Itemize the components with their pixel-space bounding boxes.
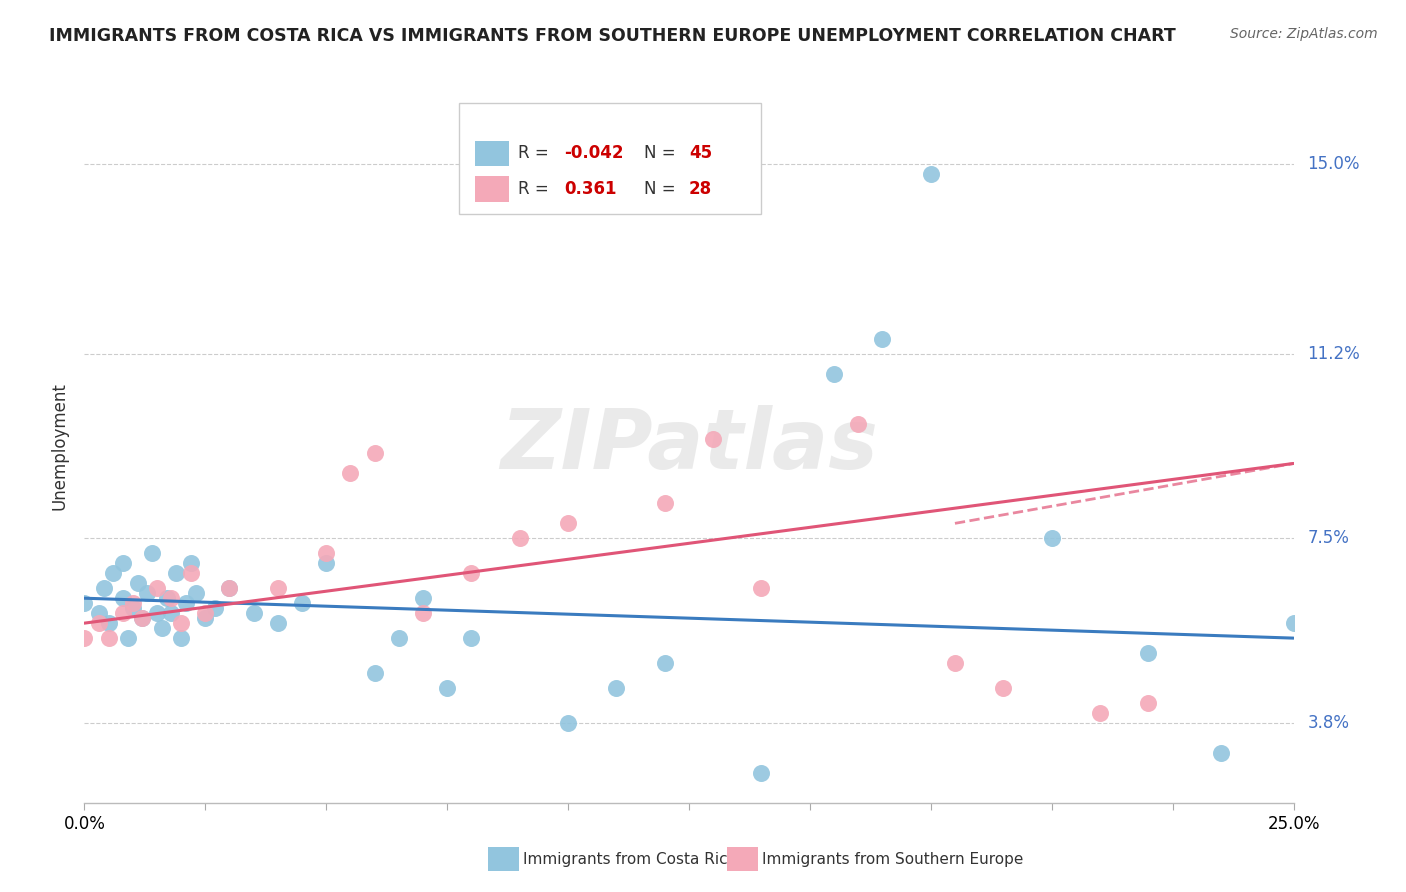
Point — [73, 631, 96, 645]
Text: IMMIGRANTS FROM COSTA RICA VS IMMIGRANTS FROM SOUTHERN EUROPE UNEMPLOYMENT CORRE: IMMIGRANTS FROM COSTA RICA VS IMMIGRANTS… — [49, 27, 1175, 45]
Point — [751, 581, 773, 595]
Text: 0.361: 0.361 — [564, 180, 617, 198]
Text: R =: R = — [519, 180, 550, 198]
Point — [557, 516, 579, 531]
Text: 45: 45 — [689, 145, 711, 162]
Point — [363, 446, 385, 460]
Point — [412, 591, 434, 606]
Point — [131, 611, 153, 625]
Point — [112, 556, 135, 570]
Point — [160, 591, 183, 606]
Point — [751, 765, 773, 780]
Point — [184, 586, 207, 600]
Text: 28: 28 — [689, 180, 711, 198]
Point — [87, 616, 110, 631]
Point — [204, 601, 226, 615]
Text: Immigrants from Southern Europe: Immigrants from Southern Europe — [762, 853, 1024, 867]
Point — [412, 606, 434, 620]
Text: Source: ZipAtlas.com: Source: ZipAtlas.com — [1230, 27, 1378, 41]
Point — [87, 606, 110, 620]
Point — [509, 531, 531, 545]
Text: 7.5%: 7.5% — [1308, 529, 1350, 548]
Point — [174, 596, 197, 610]
Point — [1040, 531, 1063, 545]
Point — [291, 596, 314, 610]
Point — [436, 681, 458, 695]
Text: -0.042: -0.042 — [564, 145, 624, 162]
Point — [146, 581, 169, 595]
Point — [993, 681, 1015, 695]
Point — [180, 566, 202, 581]
Point — [363, 666, 385, 681]
Point — [194, 606, 217, 620]
Point — [315, 546, 337, 560]
Text: Immigrants from Costa Rica: Immigrants from Costa Rica — [523, 853, 737, 867]
FancyBboxPatch shape — [475, 177, 509, 202]
Point — [136, 586, 159, 600]
Point — [1137, 696, 1160, 710]
Point — [388, 631, 411, 645]
Point — [654, 496, 676, 510]
Text: 3.8%: 3.8% — [1308, 714, 1350, 732]
Point — [112, 606, 135, 620]
Text: ZIPatlas: ZIPatlas — [501, 406, 877, 486]
Point — [1137, 646, 1160, 660]
Point — [146, 606, 169, 620]
Point — [127, 576, 149, 591]
Point — [315, 556, 337, 570]
Point — [93, 581, 115, 595]
Point — [150, 621, 173, 635]
Point — [165, 566, 187, 581]
Point — [218, 581, 240, 595]
Point — [155, 591, 177, 606]
Point — [267, 581, 290, 595]
Text: N =: N = — [644, 180, 676, 198]
Point — [267, 616, 290, 631]
Point — [194, 611, 217, 625]
Text: 11.2%: 11.2% — [1308, 344, 1360, 363]
Point — [117, 631, 139, 645]
FancyBboxPatch shape — [475, 141, 509, 166]
Point — [605, 681, 627, 695]
Point — [97, 616, 120, 631]
FancyBboxPatch shape — [460, 103, 762, 214]
Point — [823, 367, 845, 381]
Point — [131, 611, 153, 625]
Point — [112, 591, 135, 606]
Point — [654, 656, 676, 670]
Text: R =: R = — [519, 145, 550, 162]
Point — [103, 566, 125, 581]
Point — [557, 715, 579, 730]
Point — [180, 556, 202, 570]
Point — [460, 566, 482, 581]
Point — [242, 606, 264, 620]
Point — [160, 606, 183, 620]
Point — [702, 432, 724, 446]
Text: N =: N = — [644, 145, 676, 162]
Point — [339, 467, 361, 481]
Point — [121, 596, 143, 610]
Point — [97, 631, 120, 645]
Point — [1209, 746, 1232, 760]
Point — [872, 332, 894, 346]
Point — [846, 417, 869, 431]
Point — [73, 596, 96, 610]
Point — [141, 546, 163, 560]
Point — [121, 601, 143, 615]
Y-axis label: Unemployment: Unemployment — [51, 382, 69, 510]
Point — [1282, 616, 1305, 631]
Point — [920, 167, 942, 181]
Point — [943, 656, 966, 670]
Point — [170, 616, 193, 631]
Point — [460, 631, 482, 645]
Point — [1088, 706, 1111, 720]
Point — [170, 631, 193, 645]
Point — [218, 581, 240, 595]
Text: 15.0%: 15.0% — [1308, 155, 1360, 173]
